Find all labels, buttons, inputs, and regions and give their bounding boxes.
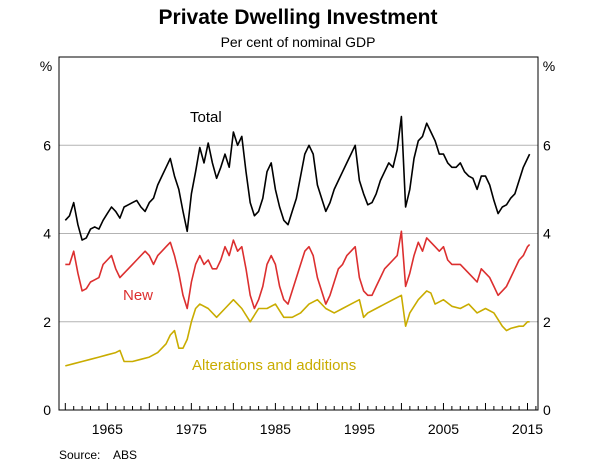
annotation-new: New bbox=[123, 287, 153, 304]
plot-frame bbox=[58, 56, 539, 411]
y-tick-label-left: 4 bbox=[43, 226, 51, 242]
series-line-total bbox=[64, 115, 531, 241]
y-tick-label-left: 2 bbox=[43, 314, 51, 330]
chart-subtitle: Per cent of nominal GDP bbox=[221, 34, 376, 50]
x-tick-label: 2015 bbox=[512, 421, 543, 437]
gridlines bbox=[59, 144, 538, 323]
y-tick-label-left: 6 bbox=[43, 137, 51, 153]
axis-ticks: 0 0 2 2 4 4 6 6 1965 1975 1985 1995 2005 2015 bbox=[43, 137, 551, 437]
x-tick-label: 1985 bbox=[260, 421, 291, 437]
annotation-alterations: Alterations and additions bbox=[192, 357, 356, 374]
annotation-total: Total bbox=[190, 109, 222, 126]
x-tick-label: 1975 bbox=[176, 421, 207, 437]
y-tick-label-left: 0 bbox=[43, 402, 51, 418]
x-tick-label: 1965 bbox=[92, 421, 123, 437]
y-axis-unit-right: % bbox=[543, 58, 555, 74]
chart-title: Private Dwelling Investment bbox=[159, 6, 438, 29]
series-lines bbox=[64, 115, 531, 367]
series-line-new bbox=[65, 230, 531, 310]
x-tick-label: 2005 bbox=[428, 421, 459, 437]
y-tick-label-right: 4 bbox=[543, 226, 551, 242]
y-axis-unit-left: % bbox=[40, 58, 52, 74]
y-tick-label-right: 2 bbox=[543, 314, 551, 330]
x-tick-label: 1995 bbox=[344, 421, 375, 437]
source-note: Source: ABS bbox=[59, 448, 137, 462]
series-line-alterations-and-additions bbox=[65, 290, 530, 367]
y-tick-label-right: 0 bbox=[543, 402, 551, 418]
y-tick-label-right: 6 bbox=[543, 137, 551, 153]
